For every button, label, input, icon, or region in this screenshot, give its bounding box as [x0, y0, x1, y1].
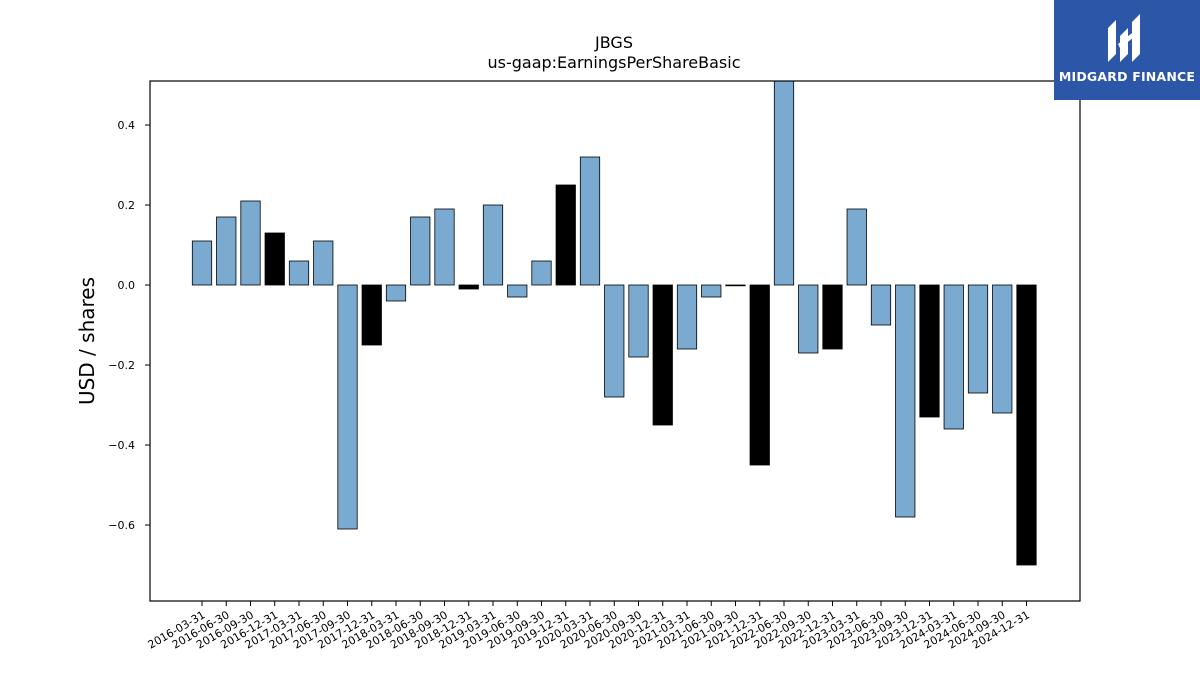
bar-2019-09-30 [531, 260, 552, 286]
bar-2021-06-30 [701, 284, 722, 298]
bar-2018-09-30 [434, 208, 455, 286]
bar-2024-12-31 [1016, 284, 1037, 566]
bar-2023-06-30 [870, 284, 892, 326]
bar-2022-06-30 [773, 80, 795, 286]
bar-2016-06-30 [216, 216, 237, 286]
bar-2023-03-31 [846, 208, 867, 286]
bars-group [191, 80, 1037, 566]
x-ticks-group: 2016-03-312016-06-302016-09-302016-12-31… [146, 601, 1032, 652]
bar-2020-03-31 [579, 156, 601, 286]
bar-2017-09-30 [337, 284, 358, 530]
y-tick-label: −0.2 [108, 359, 135, 372]
bar-2021-03-31 [676, 284, 698, 350]
bar-2024-06-30 [967, 284, 989, 394]
bar-2022-09-30 [798, 284, 819, 354]
plot-frame [149, 80, 1081, 602]
bar-2019-03-31 [482, 204, 504, 286]
chart-subtitle: us-gaap:EarningsPerShareBasic [487, 53, 740, 72]
y-tick-label: −0.4 [108, 439, 135, 452]
y-tick-label: 0.4 [118, 119, 136, 132]
bar-2016-03-31 [191, 240, 213, 286]
bar-2018-12-31 [458, 284, 479, 290]
bar-2017-03-31 [288, 260, 310, 286]
bar-2016-12-31 [264, 232, 285, 286]
bar-2023-09-30 [895, 284, 916, 518]
y-ticks-group: −0.6 −0.4 −0.2 0.0 0.2 0.4 [108, 119, 150, 532]
bar-2020-12-31 [652, 284, 673, 426]
bar-2018-03-31 [385, 284, 407, 302]
bar-2024-03-31 [943, 284, 964, 430]
bar-2019-06-30 [507, 284, 528, 298]
brand-logo: MIDGARD FINANCE [1054, 0, 1200, 100]
y-axis-label: USD / shares [75, 277, 99, 405]
bar-2021-12-31 [749, 284, 770, 466]
bar-2016-09-30 [240, 200, 261, 286]
midgard-logo-icon [1108, 14, 1140, 62]
bar-2023-12-31 [919, 284, 940, 418]
bar-2017-06-30 [313, 240, 334, 286]
bar-2017-12-31 [361, 284, 382, 346]
bar-2020-09-30 [628, 284, 649, 358]
y-tick-label: 0.0 [118, 279, 136, 292]
bar-2022-12-31 [822, 284, 843, 350]
brand-name: MIDGARD FINANCE [1058, 69, 1196, 84]
bar-2019-12-31 [555, 184, 576, 286]
bar-2020-06-30 [604, 284, 625, 398]
bar-2024-09-30 [992, 284, 1013, 414]
y-tick-label: 0.2 [118, 199, 136, 212]
bar-2021-09-30 [725, 284, 746, 287]
y-tick-label: −0.6 [108, 519, 135, 532]
bar-2018-06-30 [410, 216, 431, 286]
chart-title: JBGS [594, 33, 633, 52]
